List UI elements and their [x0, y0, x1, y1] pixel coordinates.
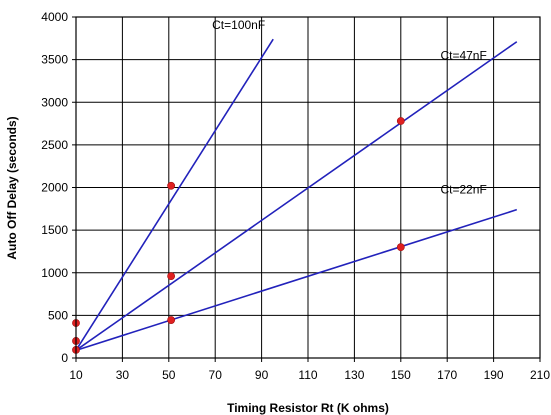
data-markers	[72, 117, 405, 354]
series-lines	[75, 38, 518, 352]
x-tick-label: 150	[391, 368, 411, 382]
y-tick-label: 3500	[41, 53, 68, 67]
tick-labels: 10 30 50 70 90 110 130 150 170 190 210 0 500 1000 1500…	[41, 10, 550, 382]
x-tick-label: 170	[437, 368, 457, 382]
x-tick-label: 70	[209, 368, 223, 382]
x-tick-label: 10	[69, 368, 83, 382]
y-tick-label: 500	[48, 308, 68, 322]
x-tick-label: 190	[484, 368, 504, 382]
y-tick-label: 4000	[41, 10, 68, 24]
series-label: Ct=22nF	[440, 183, 486, 197]
y-tick-label: 1500	[41, 223, 68, 237]
y-tick-label: 2500	[41, 138, 68, 152]
x-tick-label: 90	[255, 368, 269, 382]
data-point	[167, 316, 176, 324]
x-tick-label: 130	[344, 368, 364, 382]
series-labels: Ct=100nF Ct=47nF Ct=22nF	[212, 18, 487, 197]
y-tick-label: 3000	[41, 95, 68, 109]
data-point	[396, 243, 405, 252]
y-tick-label: 2000	[41, 181, 68, 195]
data-point	[396, 117, 405, 125]
series-line	[75, 41, 518, 351]
data-point	[167, 181, 176, 190]
series-label: Ct=47nF	[440, 49, 486, 63]
plot-frame	[72, 16, 541, 362]
x-tick-label: 50	[162, 368, 176, 382]
series-line	[75, 208, 518, 352]
x-tick-label: 110	[298, 368, 317, 382]
x-tick-label: 30	[116, 368, 130, 382]
y-tick-label: 1000	[41, 266, 68, 280]
y-tick-label: 0	[61, 351, 68, 365]
data-point	[167, 272, 176, 281]
x-tick-label: 210	[530, 368, 550, 382]
y-axis-title: Auto Off Delay (seconds)	[5, 116, 19, 259]
series-line	[75, 38, 274, 351]
series-label: Ct=100nF	[212, 18, 265, 32]
x-axis-title: Timing Resistor Rt (K ohms)	[227, 401, 389, 415]
